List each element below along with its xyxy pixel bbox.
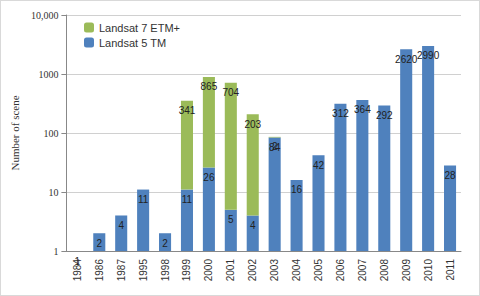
svg-text:2007: 2007 (357, 259, 368, 282)
svg-text:865: 865 (201, 81, 218, 92)
svg-text:364: 364 (354, 104, 371, 115)
svg-text:203: 203 (244, 119, 261, 130)
svg-text:312: 312 (332, 108, 349, 119)
svg-text:4: 4 (118, 220, 124, 231)
svg-text:1984: 1984 (71, 259, 83, 282)
svg-text:2: 2 (162, 238, 168, 249)
svg-text:Landsat 5 TM: Landsat 5 TM (99, 37, 166, 49)
svg-text:2010: 2010 (423, 259, 434, 282)
svg-text:10: 10 (48, 187, 58, 198)
svg-text:292: 292 (376, 110, 393, 121)
svg-text:16: 16 (291, 184, 303, 195)
svg-text:2: 2 (272, 141, 278, 152)
svg-text:42: 42 (313, 160, 325, 171)
svg-text:4: 4 (250, 220, 256, 231)
svg-text:2011: 2011 (445, 259, 456, 281)
svg-text:2003: 2003 (269, 259, 280, 282)
svg-text:1: 1 (53, 246, 58, 257)
svg-text:341: 341 (179, 105, 196, 116)
svg-text:2000: 2000 (203, 259, 214, 282)
svg-text:1: 1 (75, 256, 81, 267)
svg-text:704: 704 (222, 87, 239, 98)
svg-text:1000: 1000 (38, 69, 58, 80)
svg-text:2002: 2002 (247, 259, 258, 282)
svg-text:26: 26 (203, 172, 215, 183)
svg-text:2620: 2620 (395, 54, 418, 65)
svg-text:2001: 2001 (225, 259, 236, 282)
svg-text:1998: 1998 (160, 259, 171, 282)
svg-text:11: 11 (182, 194, 193, 205)
svg-text:100: 100 (43, 128, 58, 139)
svg-text:2990: 2990 (417, 50, 440, 61)
svg-text:2006: 2006 (335, 259, 346, 282)
svg-text:1995: 1995 (138, 259, 149, 282)
svg-text:1986: 1986 (94, 259, 105, 282)
svg-text:2: 2 (97, 238, 103, 249)
svg-text:Landsat 7 ETM+: Landsat 7 ETM+ (99, 22, 180, 34)
svg-text:2008: 2008 (379, 259, 390, 282)
svg-text:2004: 2004 (291, 259, 302, 282)
svg-text:28: 28 (444, 170, 456, 181)
svg-text:84: 84 (269, 142, 281, 153)
svg-text:1999: 1999 (181, 259, 192, 282)
svg-text:2005: 2005 (313, 259, 324, 282)
svg-text:2009: 2009 (401, 259, 412, 282)
svg-text:5: 5 (228, 214, 234, 225)
svg-text:1987: 1987 (116, 259, 127, 282)
svg-text:11: 11 (138, 194, 149, 205)
svg-text:Number of scene: Number of scene (9, 95, 21, 170)
svg-text:10,000: 10,000 (31, 10, 59, 21)
